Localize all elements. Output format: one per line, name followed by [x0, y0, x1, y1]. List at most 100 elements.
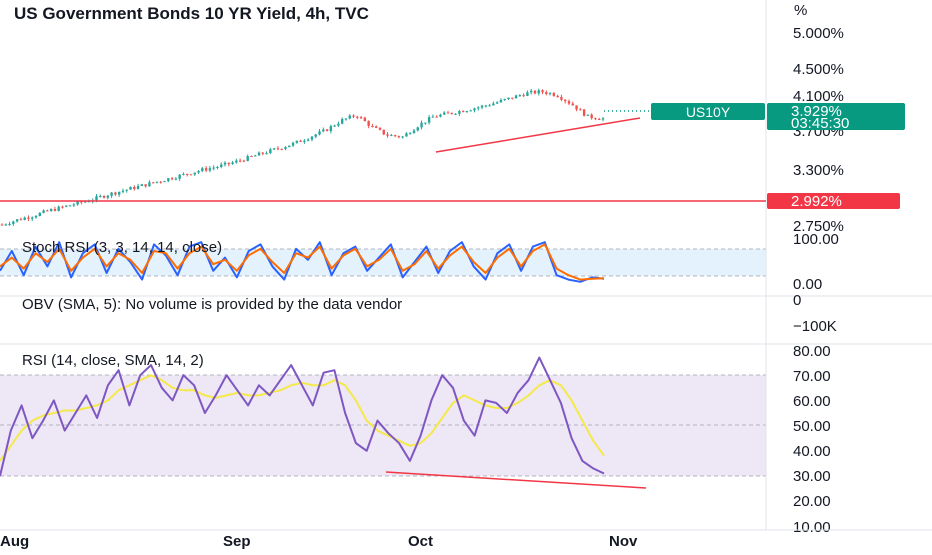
candle [337, 123, 340, 126]
candle [65, 205, 68, 207]
candle [382, 129, 385, 135]
price-tick: 2.750% [793, 218, 844, 235]
candle [178, 174, 181, 179]
candle [499, 99, 503, 103]
candle [582, 109, 586, 116]
candles-group [0, 88, 605, 226]
candle [125, 189, 128, 191]
candle [117, 191, 121, 195]
stoch-d-line [0, 243, 605, 281]
candle [121, 190, 125, 192]
time-label: Sep [223, 533, 251, 550]
candle [556, 95, 559, 98]
candle [151, 182, 155, 184]
candle [594, 118, 597, 120]
price-axis-unit: % [794, 2, 807, 19]
candle [586, 114, 590, 116]
candle [110, 192, 113, 196]
candle [363, 117, 367, 122]
stoch-rsi-label: Stoch RSI (3, 3, 14, 14, close) [22, 239, 222, 256]
candle [114, 192, 117, 195]
candle [76, 201, 79, 205]
candle [329, 126, 333, 132]
rsi-tick: 60.00 [793, 393, 831, 410]
stoch-rsi-lines [0, 241, 605, 283]
candle [23, 217, 26, 220]
rsi-ma-line [0, 374, 605, 462]
rsi-tick: 40.00 [793, 443, 831, 460]
candle [27, 217, 30, 219]
candle [42, 210, 45, 213]
candle [291, 142, 295, 146]
candle [284, 147, 287, 149]
candle [348, 115, 351, 119]
candle [548, 93, 552, 95]
candle [246, 156, 249, 161]
bar-countdown: 03:45:30 [791, 115, 849, 132]
candle [186, 173, 189, 175]
candle [8, 223, 11, 225]
current-price-value: 3.929% [791, 103, 842, 120]
candle [450, 112, 454, 114]
candle [541, 90, 544, 93]
level-price-tag[interactable] [767, 193, 900, 209]
candle [95, 196, 98, 201]
rsi-tick: 70.00 [793, 368, 831, 385]
candle [318, 131, 321, 135]
candle [193, 172, 196, 175]
candle [424, 122, 427, 124]
current-price-tag[interactable] [767, 103, 905, 130]
candle [235, 160, 238, 163]
candle [435, 116, 438, 118]
candle [303, 140, 306, 142]
rsi-tick: 50.00 [793, 418, 831, 435]
price-tick: 4.100% [793, 88, 844, 105]
candle [590, 114, 593, 119]
candle [257, 152, 261, 156]
rsi-lines [0, 356, 605, 477]
candle [31, 217, 34, 219]
rsi-tick: 20.00 [793, 493, 831, 510]
candle [231, 162, 234, 164]
candle [443, 112, 446, 115]
candle [19, 219, 23, 221]
chart-title: US Government Bonds 10 YR Yield, 4h, TVC [14, 4, 369, 23]
stoch-tick: 100.00 [793, 231, 839, 248]
candle [53, 209, 57, 211]
candle [102, 195, 106, 198]
candle [242, 160, 246, 162]
candle [533, 90, 537, 94]
candle [99, 195, 102, 197]
candle [560, 97, 563, 100]
candle [480, 105, 484, 108]
candle [12, 221, 15, 224]
candle [477, 107, 480, 109]
candle [34, 215, 38, 218]
candle [189, 174, 193, 176]
candle [133, 186, 136, 189]
candle [473, 108, 476, 111]
candle [526, 92, 529, 96]
rsi-trendline[interactable] [385, 471, 647, 489]
candle [601, 118, 605, 120]
candle [4, 224, 7, 226]
price-trendline[interactable] [435, 117, 641, 153]
candle [344, 118, 348, 120]
candle [144, 184, 147, 187]
candle [465, 111, 469, 113]
candle [167, 178, 170, 182]
candle [378, 127, 382, 130]
candle [170, 178, 174, 180]
symbol-tag[interactable] [651, 103, 765, 120]
symbol-tag-label: US10Y [686, 104, 731, 120]
rsi-label: RSI (14, close, SMA, 14, 2) [22, 352, 204, 369]
candle [238, 160, 242, 162]
candle [49, 209, 53, 211]
candle [280, 148, 283, 150]
time-label: Aug [0, 533, 29, 550]
candle [83, 201, 87, 203]
candle [367, 121, 370, 127]
candle [393, 135, 397, 137]
candle [227, 162, 230, 164]
